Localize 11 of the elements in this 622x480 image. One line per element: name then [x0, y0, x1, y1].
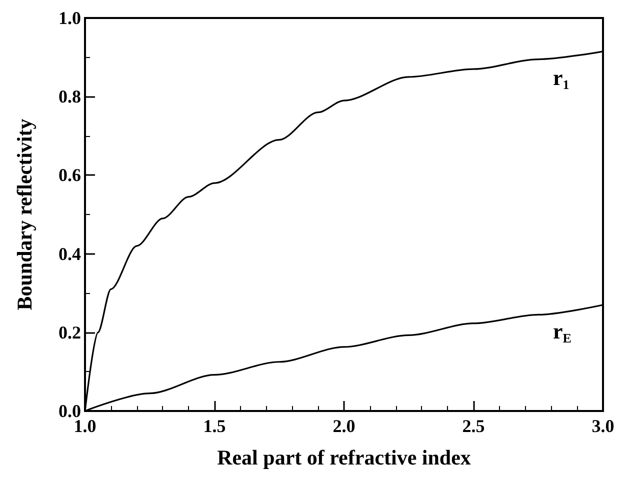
x-tick-label: 3.0 — [592, 416, 614, 436]
x-tick-label: 2.0 — [332, 416, 356, 436]
y-tick-label: 0.6 — [58, 165, 81, 186]
x-tick-label: 1.5 — [203, 416, 226, 436]
x-tick-label: 2.5 — [462, 416, 485, 436]
y-tick-label: 0.2 — [58, 322, 81, 342]
y-tick-label: 0.8 — [58, 86, 81, 107]
y-tick-label: 0.4 — [58, 244, 81, 264]
x-axis-title: Real part of refractive index — [217, 446, 472, 470]
y-axis-title: Boundary reflectivity — [12, 118, 36, 310]
y-tick-label: 1.0 — [58, 8, 81, 28]
